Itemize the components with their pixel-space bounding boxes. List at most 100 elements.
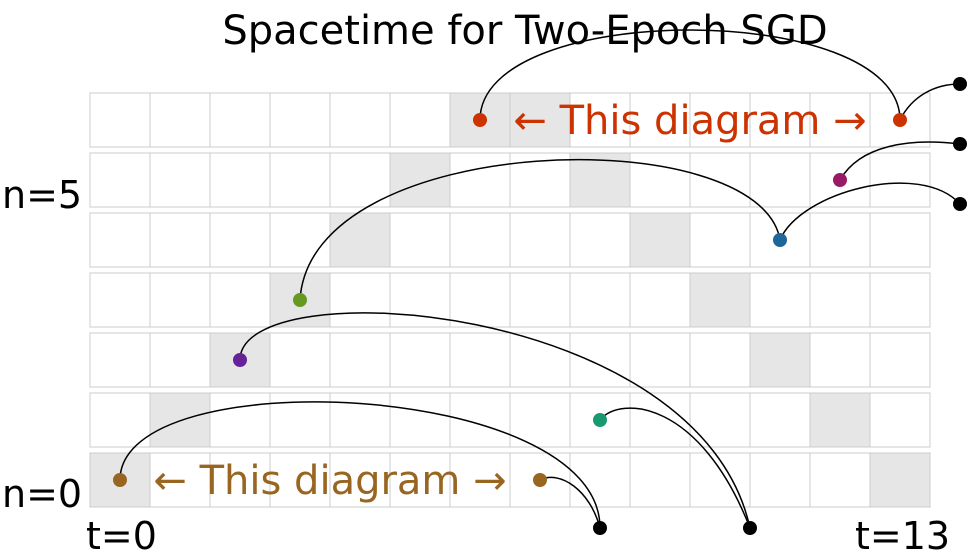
grid-cell xyxy=(149,392,211,448)
grid-row-n3 xyxy=(89,272,931,328)
grid-cell xyxy=(569,452,631,508)
grid-cell xyxy=(209,392,271,448)
node-t7-n0 xyxy=(533,473,547,487)
time-label-start: t=0 xyxy=(86,514,157,555)
grid-cell xyxy=(449,152,511,208)
grid-cell xyxy=(509,212,571,268)
grid-cell xyxy=(449,392,511,448)
node-t6-n6 xyxy=(473,113,487,127)
grid-cell xyxy=(149,452,211,508)
grid-cell xyxy=(389,332,451,388)
time-label-end: t=13 xyxy=(855,514,950,555)
exit-dot-bottom-1 xyxy=(593,521,607,535)
grid-cell xyxy=(809,332,871,388)
grid-cell xyxy=(689,212,751,268)
grid-cell xyxy=(89,152,151,208)
arc-teal-to-bottom xyxy=(599,407,751,529)
grid-row-n4 xyxy=(89,212,931,268)
grid-cell xyxy=(269,212,331,268)
grid-cell xyxy=(209,272,271,328)
grid-cell xyxy=(749,212,811,268)
grid-cell xyxy=(329,452,391,508)
grid-cell xyxy=(509,92,571,148)
grid-cell xyxy=(869,392,931,448)
annotation-top: ← This diagram → xyxy=(513,98,866,144)
grid-row-n6 xyxy=(89,92,931,148)
node-t12-n5 xyxy=(833,173,847,187)
exit-dot-bottom-2 xyxy=(743,521,757,535)
grid-cell xyxy=(449,212,511,268)
grid-cell xyxy=(449,452,511,508)
grid-cell xyxy=(329,392,391,448)
grid xyxy=(89,92,931,508)
grid-cell xyxy=(209,92,271,148)
grid-cell xyxy=(89,332,151,388)
grid-cell xyxy=(329,92,391,148)
grid-cell xyxy=(749,152,811,208)
exit-dot-top-right-1 xyxy=(953,77,967,91)
arc-blue-to-green xyxy=(299,158,781,301)
grid-cell xyxy=(569,92,631,148)
grid-cell xyxy=(629,272,691,328)
node-t0-n0 xyxy=(113,473,127,487)
grid-cell xyxy=(809,452,871,508)
grid-cell xyxy=(509,272,571,328)
diagram-title: Spacetime for Two-Epoch SGD xyxy=(222,8,827,54)
node-t2-n2 xyxy=(233,353,247,367)
grid-cell xyxy=(569,332,631,388)
nodes xyxy=(113,113,907,487)
grid-cell xyxy=(629,152,691,208)
grid-cell xyxy=(629,92,691,148)
grid-cell xyxy=(149,152,211,208)
row-label-n5: n=5 xyxy=(2,173,82,217)
node-t11-n4 xyxy=(773,233,787,247)
grid-cell xyxy=(389,152,451,208)
grid-cell xyxy=(809,272,871,328)
grid-cell xyxy=(809,212,871,268)
grid-cell xyxy=(209,452,271,508)
grid-row-n0 xyxy=(89,452,931,508)
grid-cell xyxy=(389,452,451,508)
grid-cell xyxy=(869,452,931,508)
grid-cell xyxy=(329,212,391,268)
exit-dot-top-right-3 xyxy=(953,197,967,211)
grid-cell xyxy=(749,392,811,448)
exit-points xyxy=(593,77,967,535)
grid-cell xyxy=(209,152,271,208)
node-t3-n3 xyxy=(293,293,307,307)
grid-cell xyxy=(869,272,931,328)
grid-cell xyxy=(149,272,211,328)
grid-cell xyxy=(269,92,331,148)
annotation-top-text: ← This diagram → xyxy=(513,98,866,144)
grid-cell xyxy=(869,212,931,268)
arc-brown-to-bottom xyxy=(119,401,601,529)
grid-cell xyxy=(689,392,751,448)
grid-cell xyxy=(389,212,451,268)
grid-cell xyxy=(329,152,391,208)
grid-cell xyxy=(89,272,151,328)
grid-cell xyxy=(809,92,871,148)
arc-top-link xyxy=(479,29,901,121)
grid-cell xyxy=(869,332,931,388)
grid-cell xyxy=(389,392,451,448)
grid-cell xyxy=(89,92,151,148)
grid-cell xyxy=(629,452,691,508)
grid-cell xyxy=(809,392,871,448)
arc-blue-exit xyxy=(779,182,961,241)
node-t13-n6 xyxy=(893,113,907,127)
grid-cell xyxy=(749,332,811,388)
grid-cell xyxy=(149,212,211,268)
grid-cell xyxy=(689,272,751,328)
grid-cell xyxy=(689,332,751,388)
grid-cell xyxy=(449,272,511,328)
grid-cell xyxy=(89,392,151,448)
connection-arcs xyxy=(119,29,961,529)
grid-cell xyxy=(209,212,271,268)
grid-cell xyxy=(389,92,451,148)
grid-cell xyxy=(629,212,691,268)
arc-magenta-exit xyxy=(839,141,961,181)
row-label-n0: n=0 xyxy=(2,472,82,516)
grid-cell xyxy=(749,452,811,508)
grid-row-n2 xyxy=(89,332,931,388)
grid-cell xyxy=(329,272,391,328)
